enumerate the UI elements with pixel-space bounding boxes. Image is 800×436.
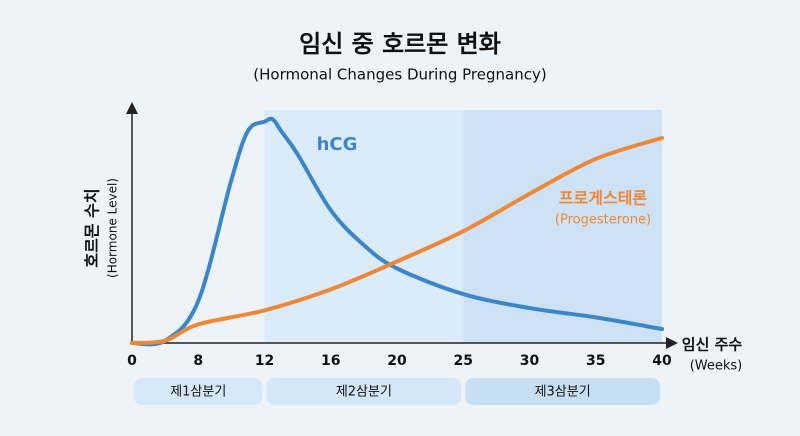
series-annotation: (Progesterone) [555,213,651,228]
chart-title: 임신 중 호르몬 변화 [299,30,501,58]
series-label: hCG [317,134,358,155]
x-tick-label: 35 [586,353,605,369]
x-tick-label: 25 [454,353,473,369]
chart-subtitle: (Hormonal Changes During Pregnancy) [253,66,546,84]
line [130,135,664,345]
trimester-label: 제2삼분기 [336,385,392,400]
trimester-label: 제3삼분기 [535,385,591,400]
series-label: 프로게스테론 [559,189,648,208]
x-axis-label: 임신 주수 [682,336,743,354]
trimester-label: 제1삼분기 [170,385,226,400]
trimester-pill [266,378,462,405]
x-axis-sublabel: (Weeks) [690,359,743,374]
x-tick-label: 8 [193,353,203,369]
trimester-band [132,110,265,343]
x-tick-label: 16 [321,353,340,369]
y-axis-label: 호르몬 수치 [83,188,102,267]
y-axis-sublabel: (Hormone Level) [106,178,120,278]
x-tick-label: 12 [255,353,274,369]
x-tick-label: 30 [520,353,540,369]
x-tick-label: 0 [127,353,137,369]
trimester-pill [134,378,263,405]
x-tick-label: 20 [387,353,407,369]
x-tick-label: 40 [652,353,672,369]
line [130,116,664,347]
trimester-band [264,110,464,343]
trimester-pill [465,378,660,405]
